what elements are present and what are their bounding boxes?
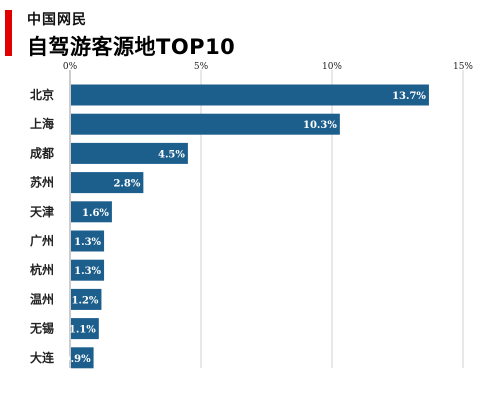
bar (71, 113, 340, 135)
category-label: 杭州 (30, 262, 54, 277)
x-axis-ticks: 0% 5% 10% 15% (63, 62, 474, 72)
data-label: 1.6% (82, 208, 109, 219)
data-label: 1.3% (74, 266, 101, 277)
bar (71, 201, 112, 223)
data-label: 10.3% (303, 120, 337, 131)
x-tick-label: 5% (194, 62, 209, 72)
bars (71, 84, 429, 369)
data-label: 2.8% (113, 179, 140, 190)
bar (71, 259, 105, 281)
chart-title: 自驾游客源地TOP10 (27, 35, 236, 59)
category-label: 广州 (30, 233, 54, 248)
data-label: 1.1% (69, 325, 96, 336)
x-tick-label: 10% (322, 62, 342, 72)
category-label: 上海 (30, 116, 54, 131)
bar (71, 230, 105, 252)
data-label: 1.2% (72, 295, 99, 306)
chart-supertitle: 中国网民 (27, 12, 87, 28)
data-label: 0.9% (64, 354, 91, 365)
category-label: 大连 (30, 350, 55, 365)
bar (71, 347, 94, 369)
data-label: 4.5% (158, 149, 185, 160)
category-label: 天津 (30, 204, 54, 219)
category-label: 无锡 (29, 321, 54, 336)
x-tick-label: 0% (63, 62, 78, 72)
x-tick-label: 15% (453, 62, 473, 72)
category-label: 北京 (30, 87, 54, 102)
category-label: 苏州 (30, 175, 54, 190)
value-labels: 13.7% 10.3% 4.5% 2.8% 1.6% 1.3% 1.3% 1.2% 1.1% 0.… (64, 91, 427, 365)
bar (71, 318, 99, 340)
title-accent-bar (5, 10, 12, 56)
bar (71, 288, 102, 310)
category-label: 成都 (30, 145, 54, 160)
bar (71, 84, 429, 106)
data-label: 1.3% (74, 237, 101, 248)
bar (71, 172, 144, 194)
bar (71, 142, 188, 164)
data-label: 13.7% (392, 91, 426, 102)
category-label: 温州 (30, 292, 54, 306)
